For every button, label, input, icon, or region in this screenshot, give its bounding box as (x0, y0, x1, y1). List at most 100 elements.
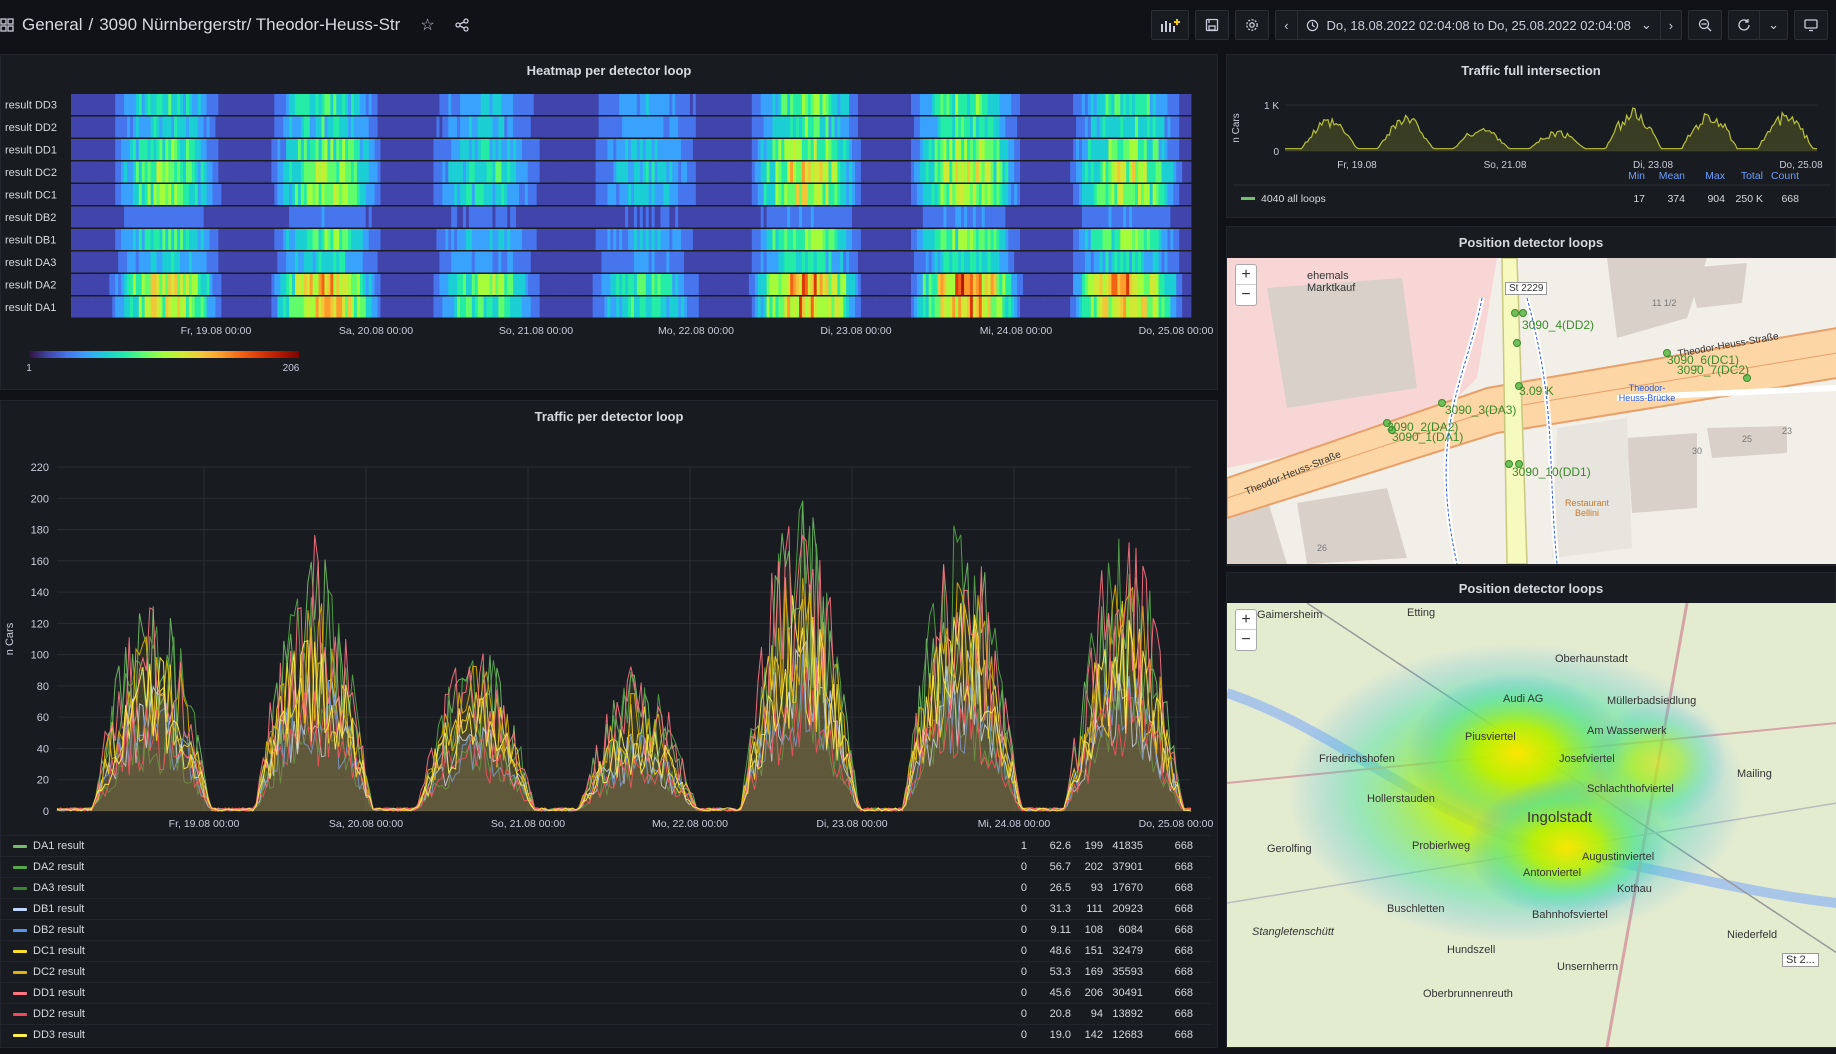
y-tick: 160 (31, 556, 49, 568)
panel-title[interactable]: Position detector loops (1458, 235, 1604, 250)
legend-row[interactable]: DA2 result 0 56.7 202 37901 668 (1, 856, 1211, 877)
dashboard-title[interactable]: 3090 Nürnbergerstr/ Theodor-Heuss-Str (99, 15, 401, 34)
legend-value: 26.5 (1049, 882, 1071, 894)
y-tick: 120 (31, 618, 49, 630)
time-forward-button[interactable]: › (1661, 11, 1681, 39)
loop-label-da3[interactable]: 3090_3(DA3) (1445, 403, 1517, 417)
place-label: Piusviertel (1465, 731, 1516, 743)
heatmap-chart[interactable]: result DD3 result DD2 result DD1 result DC2… (1, 55, 1219, 391)
zoom-out-button[interactable] (1688, 10, 1723, 40)
loop-label-dc2[interactable]: 3090_7(DC2) (1677, 363, 1750, 377)
save-dashboard-button[interactable] (1195, 10, 1230, 40)
series-name[interactable]: DA1 result (33, 840, 85, 852)
legend-header[interactable]: Count (1771, 170, 1799, 182)
place-label: Hundszell (1447, 944, 1496, 956)
legend-header[interactable]: Mean (1659, 170, 1685, 182)
legend-header[interactable]: Max (1705, 170, 1726, 182)
legend-value: 94 (1090, 1008, 1103, 1020)
traffic-full-chart[interactable]: n Cars 1 K 0 Fr, 19.08 So, 21.08 Di, 23.08 Do,… (1227, 55, 1836, 219)
panel-title[interactable]: Traffic per detector loop (534, 409, 684, 424)
city-heat-map[interactable]: + − Gaimersheim Etting Oberhaunstadt Audi AG… (1227, 603, 1836, 1047)
loop-label-dd1[interactable]: 3090_10(DD1) (1512, 465, 1591, 479)
loop-label-da2[interactable]: 3090_2(DA2) (1387, 420, 1459, 434)
series-name[interactable]: DD1 result (33, 987, 85, 999)
legend-row[interactable]: DB1 result 0 31.3 111 20923 668 (1, 898, 1211, 919)
refresh-button[interactable] (1729, 11, 1761, 39)
legend-header[interactable]: Total (1741, 170, 1763, 182)
house-number: 26 (1317, 543, 1328, 553)
legend-row[interactable]: DA1 result 1 62.6 199 41835 668 (1, 835, 1211, 856)
legend-row[interactable]: DA3 result 0 26.5 93 17670 668 (1, 877, 1211, 898)
legend-value: 20.8 (1049, 1008, 1071, 1020)
refresh-interval-button[interactable]: ⌄ (1760, 11, 1787, 39)
heatmap-x-tick: Mi, 24.08 00:00 (980, 325, 1053, 337)
series-name[interactable]: DC2 result (33, 966, 85, 978)
tv-mode-button[interactable] (1794, 10, 1828, 40)
place-label: Bahnhofsviertel (1532, 909, 1608, 921)
breadcrumb-root[interactable]: General (22, 15, 83, 34)
panel-title[interactable]: Position detector loops (1458, 581, 1604, 596)
house-number: 23 (1782, 426, 1793, 436)
y-axis-label: n Cars (1231, 113, 1242, 142)
panel-title[interactable]: Heatmap per detector loop (526, 63, 692, 78)
place-label: Kothau (1617, 883, 1652, 895)
loop-label-dc1[interactable]: 3090_6(DC1) (1667, 353, 1740, 367)
y-axis-label: n Cars (4, 622, 16, 655)
time-back-button[interactable]: ‹ (1276, 11, 1298, 39)
legend-row[interactable]: DD2 result 0 20.8 94 13892 668 (1, 1003, 1211, 1024)
place-label: Gaimersheim (1257, 609, 1323, 621)
share-icon[interactable] (455, 18, 469, 32)
refresh-picker: ⌄ (1728, 10, 1788, 40)
x-tick: So, 21.08 00:00 (491, 818, 565, 830)
place-label: Probierlweg (1412, 840, 1471, 852)
add-panel-button[interactable] (1151, 10, 1190, 40)
legend-value: 62.6 (1049, 840, 1071, 852)
series-name[interactable]: DD3 result (33, 1029, 85, 1041)
series-name[interactable]: DB1 result (33, 903, 85, 915)
legend-header[interactable]: Min (1628, 170, 1645, 182)
legend-row[interactable]: DC2 result 0 53.3 169 35593 668 (1, 961, 1211, 982)
loop-label-da1[interactable]: 3090_1(DA1) (1392, 430, 1464, 444)
legend-row[interactable]: DD1 result 0 45.6 206 30491 668 (1, 982, 1211, 1003)
time-range-button[interactable]: Do, 18.08.2022 02:04:08 to Do, 25.08.202… (1298, 11, 1661, 39)
heatmap-x-tick: So, 21.08 00:00 (499, 325, 573, 337)
loop-label-dd2[interactable]: 3090_4(DD2) (1522, 318, 1595, 332)
legend-value: 668 (1174, 924, 1193, 936)
series-name[interactable]: DC1 result (33, 945, 85, 957)
place-label: Oberbrunnenreuth (1423, 988, 1513, 1000)
zoom-in-button[interactable]: + (1236, 265, 1256, 285)
dashboard-settings-button[interactable] (1235, 10, 1270, 40)
dashboards-grid-icon[interactable] (0, 18, 14, 32)
series-name[interactable]: DB2 result (33, 924, 85, 936)
legend-row[interactable]: DB2 result 0 9.11 108 6084 668 (1, 919, 1211, 940)
series-name[interactable]: DA3 result (33, 882, 85, 894)
legend-value: 41835 (1112, 840, 1143, 852)
street-map[interactable]: + − ehemals Marktkauf St 2229 3090_4(DD2)… (1227, 258, 1836, 564)
star-icon[interactable]: ☆ (420, 17, 435, 34)
legend-value: 668 (1174, 903, 1193, 915)
heatmap-row-label: result DA1 (5, 302, 56, 314)
traffic-per-loop-chart[interactable]: n Cars220200180160140120100806040200Fr, … (1, 401, 1219, 831)
x-tick: Mi, 24.08 00:00 (978, 818, 1051, 830)
legend-row[interactable]: DD3 result 0 19.0 142 12683 668 (1, 1024, 1211, 1045)
legend-row[interactable]: DC1 result 0 48.6 151 32479 668 (1, 940, 1211, 961)
zoom-in-button[interactable]: + (1236, 610, 1256, 630)
place-label: Müllerbadsiedlung (1607, 695, 1697, 707)
series-swatch (13, 845, 27, 848)
map-label: ehemals (1307, 270, 1349, 282)
place-label: Ingolstadt (1527, 809, 1593, 826)
zoom-out-button[interactable]: − (1241, 631, 1251, 648)
legend-value: 668 (1174, 945, 1193, 957)
time-picker: ‹ Do, 18.08.2022 02:04:08 to Do, 25.08.2… (1275, 10, 1683, 40)
panel-title[interactable]: Traffic full intersection (1461, 63, 1601, 78)
series-name[interactable]: DA2 result (33, 861, 85, 873)
series-swatch (13, 1013, 27, 1016)
breadcrumb-separator: / (88, 15, 94, 34)
series-swatch (13, 971, 27, 974)
series-name[interactable]: 4040 all loops (1261, 193, 1326, 205)
zoom-out-button[interactable]: − (1241, 286, 1251, 303)
legend-value: 169 (1084, 966, 1103, 978)
series-name[interactable]: DD2 result (33, 1008, 85, 1020)
heatmap-row-label: result DA2 (5, 279, 56, 291)
heatmap-row-label: result DB2 (5, 212, 56, 224)
